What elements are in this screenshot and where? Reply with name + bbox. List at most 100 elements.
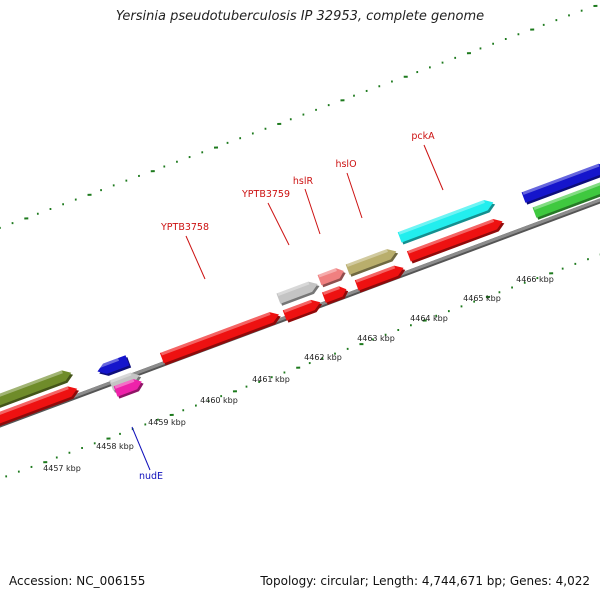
- feature-yptb3758[interactable]: [159, 309, 283, 366]
- feature-yptb3758-highlight: [160, 312, 271, 356]
- inner-minor-tick: [321, 357, 324, 360]
- feature-green-right[interactable]: [532, 177, 600, 220]
- outer-minor-tick: [555, 19, 558, 22]
- outer-minor-tick: [580, 9, 583, 12]
- feature-nude-body: [113, 378, 142, 397]
- leader-line-yptb3758: [185, 235, 206, 280]
- gene-label-pcka[interactable]: pckA: [411, 131, 435, 142]
- feature-olive-left-highlight: [0, 370, 63, 404]
- inner-major-tick: [549, 272, 554, 275]
- gene-label-yptb3759[interactable]: YPTB3759: [241, 189, 290, 200]
- outer-minor-tick: [315, 108, 317, 111]
- feature-red-hslr-under[interactable]: [321, 284, 350, 305]
- outer-minor-tick: [264, 127, 267, 130]
- outer-minor-tick: [163, 165, 166, 168]
- scale-label: 4461 kbp: [252, 375, 290, 384]
- leader-line-hslr: [304, 188, 321, 235]
- outer-major-tick: [213, 146, 219, 149]
- gene-label-yptb3758[interactable]: YPTB3758: [160, 222, 209, 233]
- feature-olive-left[interactable]: [0, 367, 75, 414]
- feature-pcka-body: [397, 200, 494, 243]
- inner-major-tick: [232, 390, 237, 393]
- inner-minor-tick: [182, 409, 185, 412]
- feature-hslr-body: [317, 268, 344, 286]
- feature-gray-small-highlight: [110, 372, 132, 383]
- feature-red-pcka-under[interactable]: [406, 216, 506, 264]
- inner-major-tick: [169, 413, 174, 417]
- gene-label-nude[interactable]: nudE: [139, 471, 163, 482]
- feature-red-pcka-under-body: [406, 219, 503, 262]
- inner-minor-tick: [144, 423, 147, 426]
- feature-pcka[interactable]: [397, 197, 497, 245]
- inner-major-tick: [106, 437, 111, 440]
- feature-red-yptb3759-under[interactable]: [282, 297, 324, 323]
- outer-minor-tick: [428, 66, 431, 69]
- feature-red-yptb3759-under-body: [282, 299, 321, 321]
- label-leader-lines: [131, 144, 444, 471]
- inner-minor-tick: [372, 338, 374, 341]
- outer-minor-tick: [239, 137, 242, 140]
- gene-label-hslo[interactable]: hslO: [335, 159, 356, 170]
- outer-minor-tick: [517, 33, 520, 36]
- inner-minor-tick: [536, 277, 539, 280]
- feature-red-left-highlight: [0, 386, 69, 420]
- outer-minor-tick: [138, 174, 140, 177]
- scale-label: 4466 kbp: [516, 275, 554, 284]
- feature-red-hslo-under[interactable]: [354, 262, 408, 293]
- outer-minor-tick: [504, 37, 507, 41]
- feature-track: [0, 161, 600, 430]
- feature-olive-left-body: [0, 370, 72, 412]
- feature-pcka-highlight: [398, 200, 485, 235]
- inner-minor-tick: [119, 432, 121, 435]
- inner-minor-tick: [245, 385, 248, 388]
- outer-minor-tick: [492, 42, 495, 45]
- feature-nude[interactable]: [113, 376, 146, 399]
- feature-nude-highlight: [114, 378, 135, 389]
- scale-label: 4464 kbp: [410, 314, 448, 323]
- inner-major-tick: [43, 461, 48, 464]
- feature-yptb3759-body: [276, 281, 318, 304]
- feature-blue-right-body: [521, 163, 600, 203]
- outer-minor-tick: [226, 141, 229, 144]
- inner-major-tick: [296, 366, 301, 369]
- outer-minor-tick: [568, 14, 570, 17]
- inner-minor-tick: [81, 447, 83, 450]
- inner-major-tick: [422, 319, 427, 322]
- inner-minor-tick: [30, 465, 33, 468]
- inner-minor-tick: [587, 258, 589, 261]
- topology-text: Topology: circular; Length: 4,744,671 bp…: [260, 574, 590, 588]
- outer-minor-tick: [353, 94, 355, 97]
- outer-minor-tick: [454, 56, 457, 59]
- feature-hslo-highlight: [346, 249, 388, 267]
- feature-red-left-body: [0, 386, 78, 428]
- outer-minor-tick: [49, 207, 52, 211]
- outer-minor-tick: [125, 179, 128, 182]
- outer-major-tick: [340, 99, 345, 102]
- outer-major-tick: [277, 122, 282, 126]
- outer-minor-tick: [542, 23, 545, 26]
- scale-label: 4459 kbp: [148, 418, 186, 427]
- feature-red-hslr-under-body: [321, 286, 347, 303]
- feature-hslr[interactable]: [317, 266, 348, 288]
- outer-major-tick: [530, 28, 535, 31]
- inner-minor-tick: [55, 456, 58, 459]
- feature-hslo[interactable]: [345, 246, 400, 277]
- feature-red-left[interactable]: [0, 383, 81, 430]
- feature-hslo-body: [345, 249, 397, 275]
- gene-label-hslr[interactable]: hslR: [293, 176, 314, 187]
- feature-blue-nude-region[interactable]: [96, 355, 132, 379]
- feature-yptb3759[interactable]: [276, 278, 321, 306]
- outer-minor-tick: [100, 189, 102, 192]
- feature-blue-right[interactable]: [521, 161, 600, 205]
- feature-yptb3759-highlight: [277, 281, 310, 296]
- inner-minor-tick: [435, 314, 438, 317]
- feature-red-hslo-under-body: [354, 265, 404, 291]
- feature-red-pcka-under-highlight: [407, 219, 495, 254]
- inner-minor-tick: [460, 305, 463, 308]
- tick-track-outer: [0, 4, 598, 229]
- inner-minor-tick: [270, 376, 273, 379]
- tick-track-inner: [5, 253, 600, 478]
- outer-minor-tick: [201, 151, 204, 154]
- scale-label: 4463 kbp: [357, 334, 395, 343]
